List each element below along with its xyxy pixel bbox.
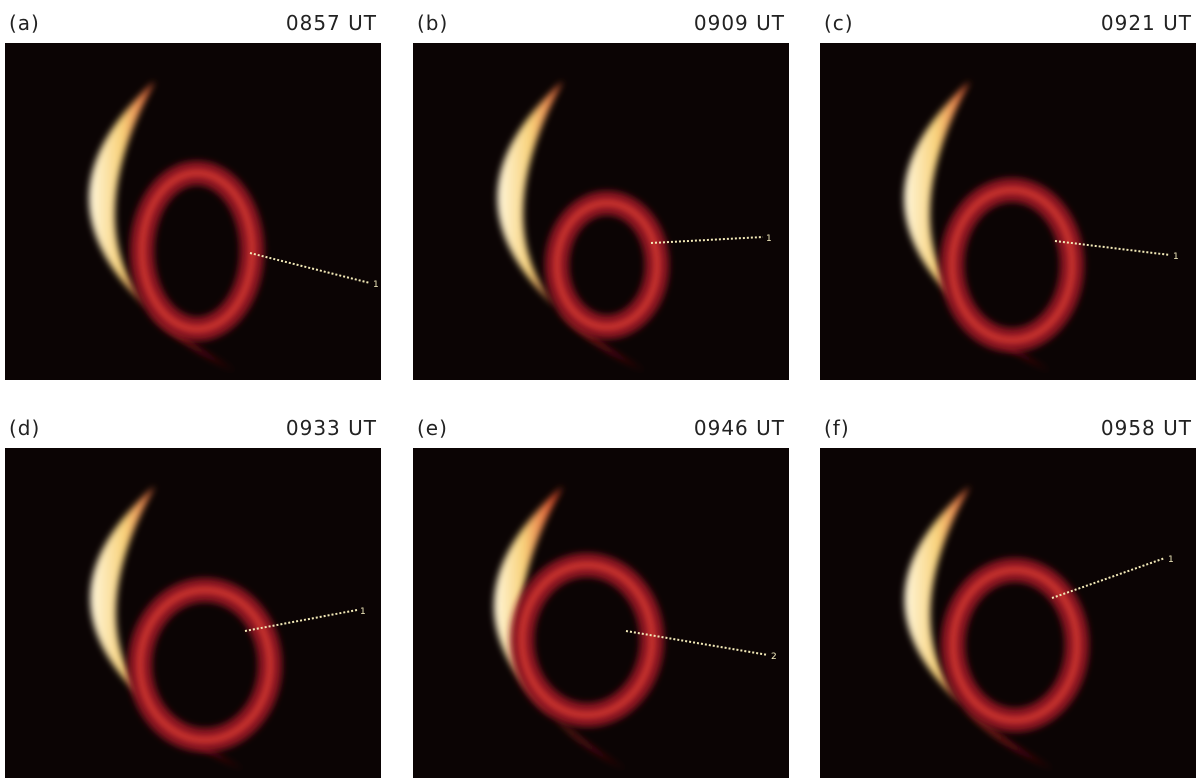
panel-label: (c) (824, 11, 854, 35)
panel: 1 (5, 43, 381, 380)
panel-label: (a) (9, 11, 40, 35)
trace-label: 1 (373, 280, 379, 290)
panel: 2 (413, 448, 789, 778)
trace-label: 1 (360, 607, 366, 617)
panel-time: 0921 UT (1101, 11, 1192, 35)
panel-time: 0958 UT (1101, 416, 1192, 440)
panel-time: 0933 UT (286, 416, 377, 440)
panel-time: 0909 UT (694, 11, 785, 35)
image-background (413, 448, 789, 778)
panel-time: 0946 UT (694, 416, 785, 440)
panel-label: (e) (417, 416, 448, 440)
figure: 1 (a) 0857 UT 1 (b) 0909 UT 1 (c) 0921 UT 1 (d) 093… (0, 0, 1203, 778)
trace-label: 1 (1168, 555, 1174, 565)
trace-label: 1 (766, 234, 772, 244)
panel-time: 0857 UT (286, 11, 377, 35)
panel: 1 (5, 448, 381, 778)
panel-label: (f) (824, 416, 850, 440)
panel: 1 (820, 448, 1196, 778)
panel: 1 (820, 43, 1196, 380)
panel-label: (b) (417, 11, 448, 35)
panel-label: (d) (9, 416, 40, 440)
trace-label: 2 (771, 652, 777, 662)
trace-label: 1 (1173, 252, 1179, 262)
panel: 1 (413, 43, 789, 380)
